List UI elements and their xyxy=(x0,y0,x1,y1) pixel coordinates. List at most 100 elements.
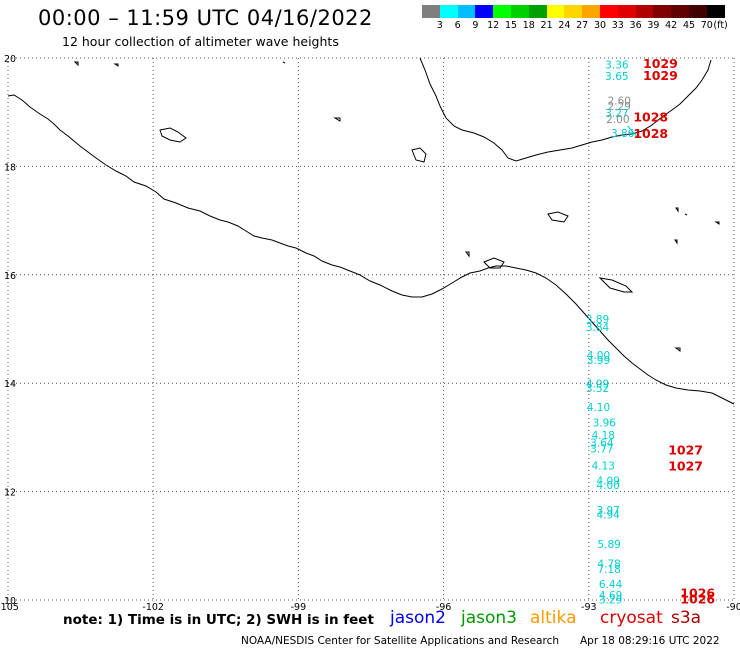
legend-s3a: s3a xyxy=(671,608,702,628)
colorbar-swatch xyxy=(475,5,494,18)
latitude-label: 20 xyxy=(4,54,16,65)
generation-timestamp: Apr 18 08:29:16 UTC 2022 xyxy=(580,635,720,647)
colorbar-tick: 15 xyxy=(504,20,518,31)
wave-height-value: 4.10 xyxy=(587,402,610,414)
wave-height-colorbar xyxy=(422,5,725,18)
colorbar-swatch xyxy=(564,5,583,18)
colorbar-tick: 6 xyxy=(454,20,461,31)
colorbar-swatch xyxy=(706,5,725,18)
colorbar-tick: 39 xyxy=(647,20,660,31)
colorbar-swatch xyxy=(617,5,636,18)
colorbar-swatch xyxy=(582,5,600,18)
colorbar-tick: 9 xyxy=(472,20,479,31)
coast-dots xyxy=(73,61,720,352)
colorbar-swatch xyxy=(457,5,476,18)
map-subtitle: 12 hour collection of altimeter wave hei… xyxy=(62,34,339,49)
wave-height-value: 3.86 xyxy=(611,128,635,140)
colorbar-swatch xyxy=(510,5,529,18)
colorbar-tick: 3 xyxy=(436,20,443,31)
longitude-label: -93 xyxy=(581,602,597,613)
colorbar-tick: 42 xyxy=(665,20,678,31)
wave-height-value: 3.27 xyxy=(605,108,628,120)
longitude-label: -105 xyxy=(0,602,19,613)
wave-height-value: 2.29 xyxy=(608,101,631,113)
colorbar-swatch xyxy=(671,5,689,18)
colorbar-swatch xyxy=(635,5,654,18)
island-shape xyxy=(547,211,569,223)
wave-height-value: 3.84 xyxy=(586,322,610,334)
wave-height-value: 4.18 xyxy=(592,430,615,442)
colorbar-tick: 33 xyxy=(611,20,624,31)
wave-height-value: 3.99 xyxy=(587,355,610,367)
colorbar-swatch xyxy=(688,5,707,18)
wave-height-value: 2.60 xyxy=(608,96,631,108)
wave-height-value: 2.00 xyxy=(606,114,629,126)
colorbar-tick: 30 xyxy=(593,20,607,31)
coastline xyxy=(7,94,735,405)
pressure-value: 1029 xyxy=(643,68,678,83)
colorbar-tick: 24 xyxy=(558,20,571,31)
longitude-label: -96 xyxy=(436,602,452,613)
colorbar-swatch xyxy=(528,5,547,18)
wave-height-value: 4.13 xyxy=(592,460,615,472)
wave-height-value: 4.94 xyxy=(596,510,620,522)
legend-jason2: jason2 xyxy=(390,608,446,628)
coastline-gulf xyxy=(419,57,712,162)
wave-height-value: 3.65 xyxy=(605,71,628,83)
colorbar-tick: 36 xyxy=(629,20,642,31)
latitude-label: 14 xyxy=(4,379,16,390)
island-shape xyxy=(411,147,427,163)
pressure-value: 1026 xyxy=(680,591,715,606)
wave-height-value: 5.89 xyxy=(597,539,620,551)
colorbar-swatch xyxy=(653,5,672,18)
wave-height-value: 3.77 xyxy=(590,444,613,456)
island-shape xyxy=(598,277,634,293)
track-segment xyxy=(627,125,638,137)
wave-height-value: 4.09 xyxy=(596,476,619,488)
latitude-label: 10 xyxy=(4,596,16,607)
colorbar-tick-labels: 3 6 9 12 15 18 21 24 27 30 33 36 39 42 45 70 (ft) xyxy=(422,20,740,34)
wave-height-value: 3.36 xyxy=(605,59,629,71)
pressure-value: 1027 xyxy=(668,458,703,473)
wave-height-value: 4.00 xyxy=(596,480,619,492)
colorbar-tick: 18 xyxy=(522,20,535,31)
colorbar-tick: 45 xyxy=(682,20,696,31)
wave-height-value: 3.97 xyxy=(596,505,619,517)
wave-height-value: 4.69 xyxy=(599,590,622,602)
colorbar-swatch xyxy=(439,5,458,18)
pressure-value: 1026 xyxy=(680,585,715,600)
map-title: 00:00 – 11:59 UTC 04/16/2022 xyxy=(38,6,373,30)
colorbar-tick: (ft) xyxy=(713,20,728,31)
longitude-label: -99 xyxy=(291,602,307,613)
wave-height-value: 7.18 xyxy=(597,564,620,576)
colorbar-swatch xyxy=(422,5,440,18)
pressure-value: 1027 xyxy=(668,443,703,458)
colorbar-swatch xyxy=(546,5,565,18)
wave-height-value: 3.52 xyxy=(586,383,609,395)
wave-height-value: 4.78 xyxy=(597,558,620,570)
graticule xyxy=(7,57,735,601)
wave-height-observations: 3.363.65 2.602.293.272.00 3.86 3.893.84 4.00… xyxy=(586,59,635,606)
wave-height-value: 3.89 xyxy=(586,314,609,326)
colorbar-tick: 21 xyxy=(540,20,553,31)
pressure-value: 1029 xyxy=(643,56,678,71)
wave-height-value: 3.29 xyxy=(599,594,622,606)
colorbar-tick: 27 xyxy=(576,20,589,31)
axis-labels: -105 -102 -99 -96 -93 -90 20 18 16 14 12 10 xyxy=(0,54,740,613)
colorbar-swatch xyxy=(599,5,618,18)
pressure-value: 1028 xyxy=(633,109,668,124)
wave-height-value: 4.00 xyxy=(587,350,610,362)
colorbar-tick: 12 xyxy=(487,20,500,31)
colorbar-tick: 70 xyxy=(700,20,713,31)
longitude-label: -90 xyxy=(726,602,740,613)
colorbar-swatch xyxy=(493,5,511,18)
island-shape xyxy=(159,127,187,143)
island-shape xyxy=(483,257,505,269)
latitude-label: 16 xyxy=(4,271,16,282)
wave-height-value: 3.64 xyxy=(590,438,614,450)
legend-altika: altika xyxy=(530,608,577,628)
credit-line: NOAA/NESDIS Center for Satellite Applica… xyxy=(241,635,559,647)
latitude-label: 12 xyxy=(4,488,16,499)
legend-cryosat: cryosat xyxy=(600,608,663,628)
latitude-label: 18 xyxy=(4,162,16,173)
